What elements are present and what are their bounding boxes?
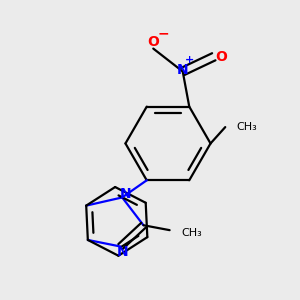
Text: O: O <box>215 50 227 64</box>
Text: CH₃: CH₃ <box>181 228 202 239</box>
Text: O: O <box>147 35 159 49</box>
Text: N: N <box>120 187 131 200</box>
Text: CH₃: CH₃ <box>237 122 257 132</box>
Text: N: N <box>116 245 128 260</box>
Text: N: N <box>177 63 188 77</box>
Text: −: − <box>157 27 169 41</box>
Text: +: + <box>185 55 194 65</box>
